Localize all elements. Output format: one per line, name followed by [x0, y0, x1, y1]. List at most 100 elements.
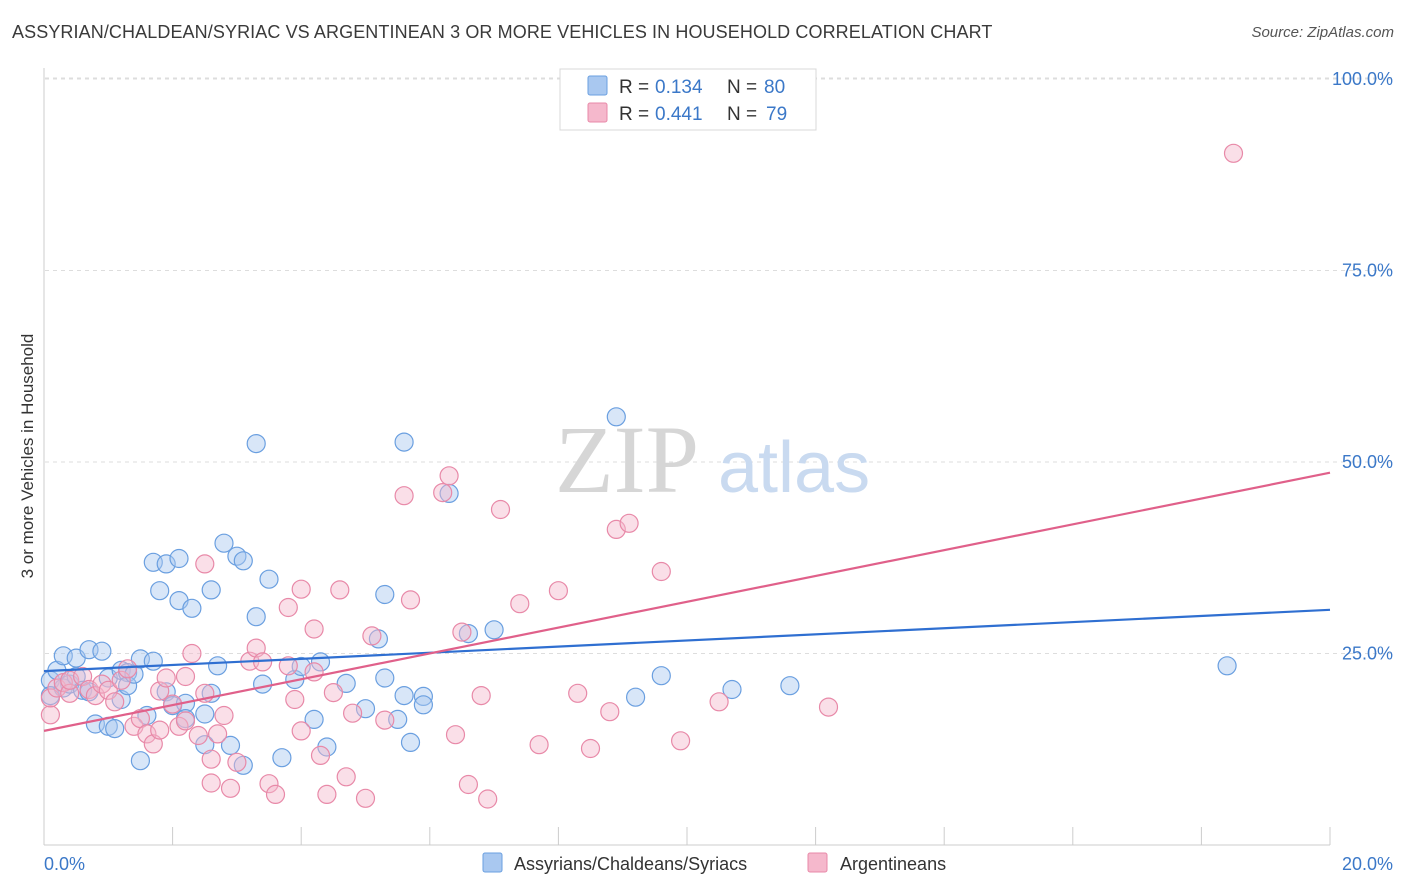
point-assyrians-38 — [201, 580, 221, 600]
y-tick-label-3: 100.0% — [1332, 69, 1393, 89]
point-assyrians-34 — [182, 598, 202, 618]
point-assyrians-64 — [413, 686, 433, 707]
point-assyrians-21 — [130, 751, 150, 771]
y-tick-label-2: 75.0% — [1342, 261, 1393, 281]
point-argentineans-52 — [343, 703, 363, 723]
point-assyrians-36 — [195, 704, 215, 724]
point-assyrians-63 — [400, 732, 421, 753]
point-assyrians-39 — [208, 656, 228, 676]
data-points — [40, 143, 1244, 809]
point-assyrians-58 — [375, 584, 395, 605]
trend-lines — [43, 471, 1331, 732]
point-argentineans-45 — [304, 619, 324, 639]
y-tick-label-0: 25.0% — [1342, 644, 1393, 664]
point-argentineans-28 — [195, 554, 215, 574]
point-argentineans-11 — [105, 692, 125, 712]
point-argentineans-39 — [265, 784, 286, 805]
point-assyrians-47 — [253, 674, 273, 694]
legend-n-label-1: N = — [727, 104, 757, 125]
point-argentineans-0 — [40, 705, 61, 725]
point-argentineans-62 — [458, 774, 478, 795]
legend-r-label-1: R = — [619, 104, 649, 125]
point-argentineans-68 — [548, 581, 569, 601]
stats-legend: R = 0.134 N = 80 R = 0.441 N = 79 — [559, 68, 817, 131]
point-argentineans-41 — [278, 597, 298, 618]
point-argentineans-77 — [818, 697, 839, 717]
series-legend-swatch-argentineans — [807, 852, 828, 873]
point-assyrians-71 — [651, 666, 671, 686]
point-argentineans-75 — [670, 731, 691, 751]
point-assyrians-49 — [272, 748, 292, 768]
point-assyrians-52 — [304, 709, 324, 730]
point-assyrians-12 — [92, 641, 112, 661]
legend-n-value-1: 79 — [766, 104, 787, 125]
trend-line-argentineans — [43, 471, 1331, 732]
point-argentineans-60 — [445, 725, 466, 745]
watermark-atlas: atlas — [718, 428, 870, 508]
point-argentineans-66 — [510, 594, 530, 614]
legend-swatch-pink — [587, 102, 608, 123]
point-assyrians-44 — [233, 551, 253, 571]
point-assyrians-68 — [484, 620, 504, 640]
chart-title: ASSYRIAN/CHALDEAN/SYRIAC VS ARGENTINEAN … — [12, 22, 993, 42]
x-tick-label-0: 0.0% — [44, 854, 85, 874]
point-argentineans-44 — [291, 579, 311, 599]
point-argentineans-23 — [175, 666, 196, 687]
point-assyrians-69 — [606, 407, 626, 427]
point-assyrians-41 — [220, 735, 241, 756]
point-assyrians-30 — [169, 548, 189, 569]
point-argentineans-24 — [175, 711, 196, 731]
point-argentineans-58 — [433, 483, 453, 503]
point-argentineans-26 — [188, 725, 208, 746]
point-argentineans-76 — [709, 692, 729, 712]
point-assyrians-45 — [246, 434, 266, 454]
point-argentineans-49 — [323, 682, 343, 703]
watermark-zip: ZIP — [555, 406, 699, 513]
y-axis-label: 3 or more Vehicles in Household — [18, 334, 37, 579]
point-argentineans-51 — [336, 767, 356, 787]
point-assyrians-19 — [117, 676, 138, 696]
x-tick-label-1: 20.0% — [1342, 854, 1393, 874]
point-argentineans-56 — [394, 486, 414, 506]
series-legend: Assyrians/Chaldeans/Syriacs Argentineans — [482, 852, 946, 874]
source-label: Source: ZipAtlas.com — [1251, 24, 1394, 41]
point-argentineans-63 — [471, 685, 491, 706]
point-assyrians-65 — [413, 695, 433, 715]
point-argentineans-54 — [362, 626, 382, 646]
point-argentineans-61 — [452, 622, 472, 642]
point-argentineans-29 — [201, 749, 221, 769]
point-argentineans-1 — [40, 688, 61, 708]
legend-swatch-blue — [587, 75, 608, 96]
point-argentineans-74 — [651, 561, 671, 582]
point-assyrians-27 — [156, 554, 176, 574]
point-argentineans-48 — [317, 784, 337, 805]
point-argentineans-50 — [330, 580, 350, 600]
point-argentineans-18 — [150, 720, 170, 740]
point-argentineans-53 — [355, 788, 376, 808]
legend-r-label-0: R = — [619, 77, 649, 98]
point-argentineans-16 — [137, 724, 157, 744]
series-legend-label-argentineans: Argentineans — [840, 854, 946, 874]
point-argentineans-69 — [568, 683, 588, 703]
point-argentineans-59 — [439, 466, 459, 486]
point-argentineans-65 — [490, 499, 511, 520]
point-assyrians-26 — [150, 581, 170, 601]
point-argentineans-38 — [259, 774, 279, 794]
watermark: ZIP atlas — [555, 406, 870, 513]
y-tick-label-1: 50.0% — [1342, 452, 1393, 472]
point-argentineans-10 — [98, 680, 118, 700]
point-assyrians-73 — [780, 676, 800, 696]
legend-n-label-0: N = — [727, 77, 757, 98]
tick-labels: 25.0% 50.0% 75.0% 100.0% 0.0% 20.0% — [44, 69, 1393, 874]
point-argentineans-20 — [156, 668, 176, 688]
point-assyrians-67 — [458, 623, 478, 644]
point-assyrians-70 — [625, 687, 646, 707]
point-assyrians-48 — [259, 569, 279, 589]
point-assyrians-15 — [105, 718, 125, 739]
point-assyrians-61 — [394, 685, 414, 706]
point-argentineans-78 — [1223, 143, 1244, 163]
point-argentineans-40 — [278, 656, 298, 676]
series-legend-label-assyrians: Assyrians/Chaldeans/Syriacs — [514, 854, 747, 874]
point-argentineans-30 — [201, 773, 221, 793]
